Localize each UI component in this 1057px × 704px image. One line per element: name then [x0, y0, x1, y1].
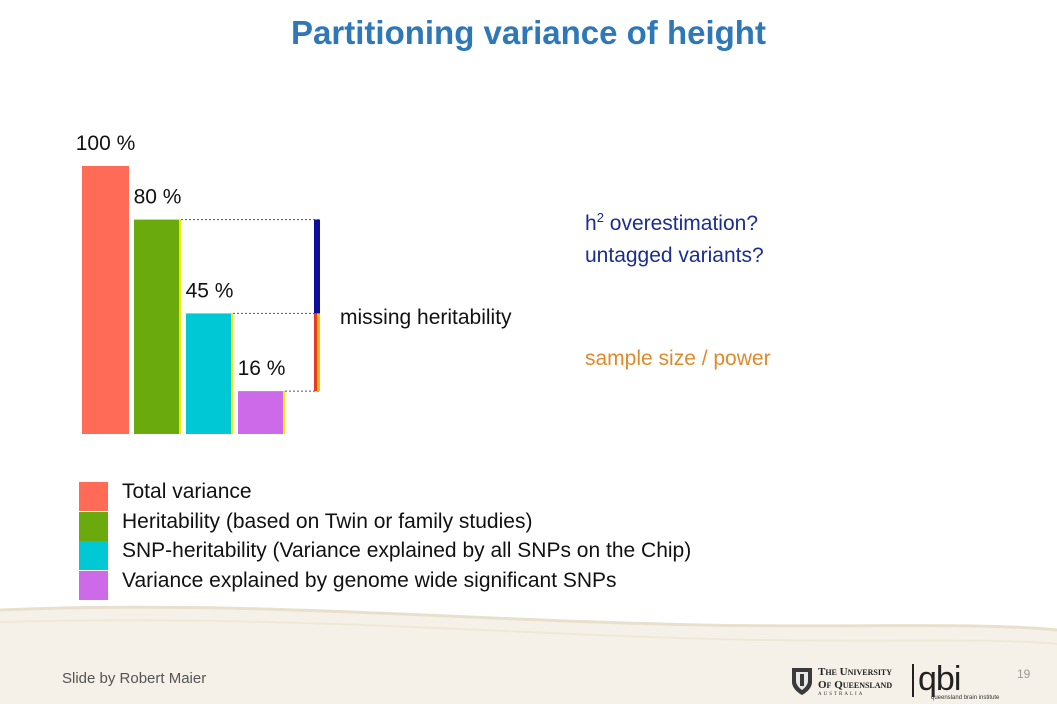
bar — [186, 313, 233, 434]
uq-name: The University Of Queensland — [818, 666, 893, 691]
bar — [238, 391, 285, 434]
bar-value-label: 100 % — [76, 132, 136, 155]
bar-edge-highlight — [231, 313, 233, 434]
bar-value-label: 16 % — [238, 357, 286, 380]
bar-value-label: 45 % — [186, 279, 234, 302]
bar — [82, 166, 129, 434]
legend-label: Variance explained by genome wide signif… — [122, 568, 617, 592]
uq-country: AUSTRALIA — [818, 692, 865, 697]
missing-bracket-upper — [314, 219, 320, 314]
page-number: 19 — [1017, 667, 1031, 681]
qbi-tagline: queensland brain institute — [931, 695, 1000, 701]
bar-value-label: 80 % — [134, 186, 182, 209]
uq-crest-icon — [792, 668, 812, 695]
legend-swatch — [79, 482, 108, 511]
bar — [134, 219, 181, 434]
legend-swatch — [79, 570, 108, 600]
blue-annotation: h2 overestimation? untagged variants? — [585, 208, 764, 272]
slide-credit: Slide by Robert Maier — [62, 670, 207, 687]
legend-label: SNP-heritability (Variance explained by … — [122, 539, 692, 562]
sample-size-annotation: sample size / power — [585, 347, 771, 370]
missing-heritability-label: missing heritability — [340, 306, 512, 329]
bar-edge-highlight — [179, 219, 181, 434]
h2-overestimation-line: h2 overestimation? — [585, 210, 759, 235]
legend-swatch — [79, 541, 108, 570]
missing-bracket-lower — [317, 313, 320, 392]
bar-edge-highlight — [283, 391, 285, 434]
legend-label: Total variance — [122, 480, 252, 503]
untagged-variants-line: untagged variants? — [585, 244, 764, 267]
slide-title: Partitioning variance of height — [291, 14, 766, 51]
logo-divider — [912, 664, 914, 697]
legend-swatch — [79, 511, 108, 541]
uq-logo: The University Of Queensland AUSTRALIA — [790, 664, 910, 698]
missing-bracket-lower — [314, 313, 317, 392]
legend-label: Heritability (based on Twin or family st… — [122, 509, 533, 533]
qbi-logo: qbi — [918, 660, 961, 698]
